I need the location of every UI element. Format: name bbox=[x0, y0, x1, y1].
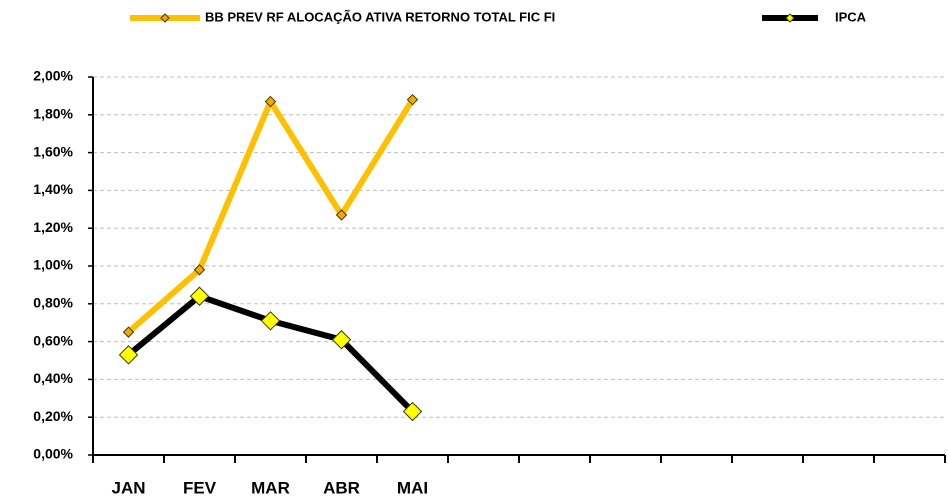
legend-marker bbox=[160, 13, 170, 23]
y-tick-label: 0,40% bbox=[33, 370, 73, 386]
data-point bbox=[122, 326, 135, 338]
y-tick-label: 1,40% bbox=[33, 181, 73, 197]
y-tick-label: 2,00% bbox=[33, 68, 73, 84]
data-point bbox=[260, 311, 281, 331]
x-tick-label: MAI bbox=[397, 478, 428, 497]
data-point bbox=[331, 330, 352, 350]
data-point bbox=[118, 345, 139, 365]
y-tick-label: 0,80% bbox=[33, 295, 73, 311]
y-tick-label: 1,00% bbox=[33, 257, 73, 273]
y-tick-label: 0,60% bbox=[33, 332, 73, 348]
y-tick-label: 1,20% bbox=[33, 219, 73, 235]
data-point bbox=[406, 93, 419, 106]
y-tick-label: 0,20% bbox=[33, 408, 73, 424]
x-tick-label: FEV bbox=[183, 478, 217, 497]
y-tick-label: 0,00% bbox=[33, 446, 73, 462]
x-tick-label: MAR bbox=[251, 478, 290, 497]
y-tick-label: 1,60% bbox=[33, 143, 73, 159]
data-point bbox=[335, 209, 348, 221]
y-tick-label: 1,80% bbox=[33, 106, 73, 122]
data-point bbox=[264, 95, 277, 108]
x-tick-label: JAN bbox=[111, 478, 145, 497]
legend-marker bbox=[785, 13, 795, 23]
data-point bbox=[193, 264, 206, 276]
x-tick-label: ABR bbox=[323, 478, 360, 497]
legend-label: BB PREV RF ALOCAÇÃO ATIVA RETORNO TOTAL … bbox=[205, 9, 555, 24]
legend-label: IPCA bbox=[835, 9, 867, 24]
data-point bbox=[189, 286, 210, 306]
series-line bbox=[126, 95, 416, 335]
data-point bbox=[402, 401, 423, 422]
